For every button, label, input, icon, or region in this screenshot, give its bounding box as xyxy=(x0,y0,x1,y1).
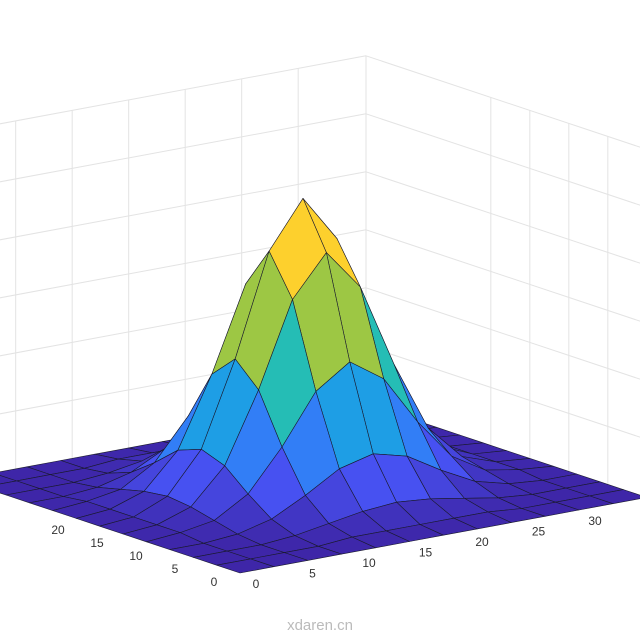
x-tick-label: 10 xyxy=(362,556,376,570)
watermark: xdaren.cn xyxy=(287,617,353,634)
surface-patch xyxy=(216,558,275,574)
x-tick-label: 25 xyxy=(532,525,546,539)
y-tick-label: 5 xyxy=(172,562,179,576)
x-tick-label: 30 xyxy=(588,514,602,528)
x-tick-label: 15 xyxy=(419,546,433,560)
grid-line xyxy=(365,287,640,380)
grid-line xyxy=(365,55,640,148)
grid-line xyxy=(365,113,640,206)
y-tick-label: 10 xyxy=(129,549,143,563)
grid-line xyxy=(365,229,640,322)
grid-line xyxy=(365,171,640,264)
x-tick-label: 5 xyxy=(309,567,316,581)
x-tick-label: 0 xyxy=(253,577,260,591)
y-tick-label: 0 xyxy=(211,575,218,589)
y-tick-label: 15 xyxy=(90,536,104,550)
y-tick-label: 20 xyxy=(51,523,65,537)
x-tick-label: 20 xyxy=(475,535,489,549)
grid-line xyxy=(365,345,640,438)
